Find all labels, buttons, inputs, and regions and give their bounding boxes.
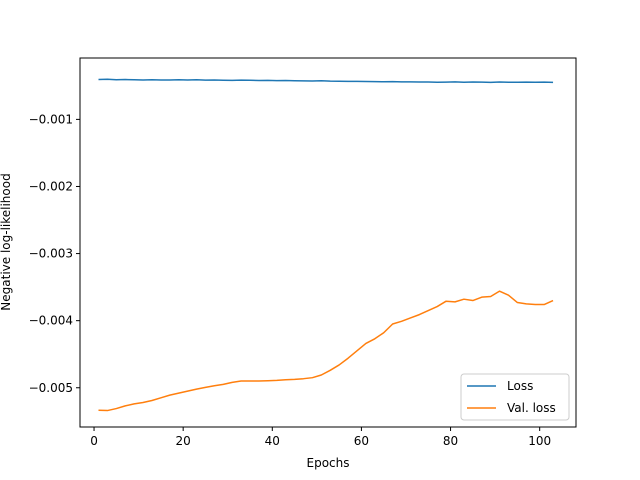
y-axis-ticks: −0.001 −0.002 −0.003 −0.004 −0.005 — [29, 112, 80, 395]
series-line-val-loss — [98, 290, 554, 412]
x-tick-label: 40 — [265, 434, 280, 448]
y-tick-label: −0.004 — [29, 314, 73, 328]
series-line-loss — [98, 78, 554, 84]
x-tick-label: 20 — [176, 434, 191, 448]
x-tick-label: 80 — [443, 434, 458, 448]
y-tick-label: −0.005 — [29, 381, 73, 395]
x-tick-label: 60 — [354, 434, 369, 448]
y-tick-label: −0.002 — [29, 179, 73, 193]
series-layer — [98, 78, 554, 412]
plot-frame — [79, 57, 577, 428]
legend: Loss Val. loss — [460, 373, 570, 421]
x-tick-label: 100 — [528, 434, 551, 448]
legend-label-loss: Loss — [507, 379, 533, 393]
x-axis-label: Epochs — [307, 456, 350, 470]
x-tick-label: 0 — [90, 434, 98, 448]
y-axis-label: Negative log-likelihood — [0, 173, 13, 310]
x-axis-ticks: 0 20 40 60 80 100 — [90, 427, 551, 448]
y-tick-label: −0.003 — [29, 247, 73, 261]
y-tick-label: −0.001 — [29, 112, 73, 126]
legend-label-val-loss: Val. loss — [507, 401, 556, 415]
